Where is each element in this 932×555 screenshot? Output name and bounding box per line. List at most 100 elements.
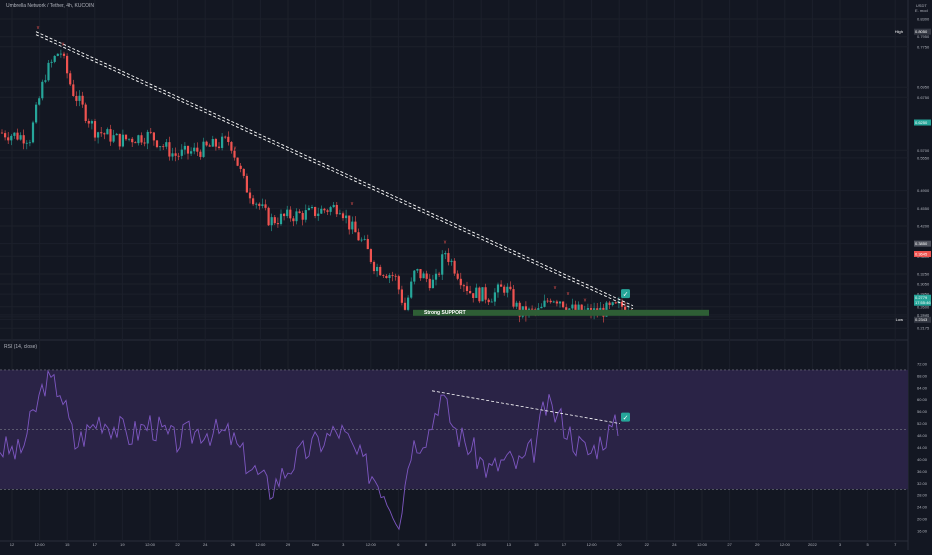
price-tick: 0.3050	[917, 282, 930, 287]
candle-body	[255, 203, 258, 205]
candle-body	[221, 136, 224, 148]
candle-body	[391, 275, 394, 276]
candle-body	[428, 278, 431, 289]
candle-body	[512, 289, 515, 307]
price-tick: 0.8300	[917, 17, 930, 22]
candle-body	[193, 147, 196, 152]
candle-body	[50, 61, 53, 63]
candle-body	[22, 135, 25, 144]
candle-body	[496, 284, 500, 293]
price-tick: 0.5700	[917, 148, 930, 153]
candle-body	[159, 146, 162, 148]
time-tick: 22	[175, 542, 180, 547]
candle-body	[481, 287, 484, 302]
touch-arrow: v	[554, 285, 557, 291]
price-tick: 0.7950	[917, 34, 930, 39]
candle-body	[171, 153, 174, 157]
candle-body	[41, 81, 44, 99]
price-badge-value: 0.2343	[915, 317, 928, 322]
candle-body	[233, 150, 236, 158]
time-tick: 10	[451, 542, 456, 547]
candle-body	[47, 62, 50, 81]
candle-body	[196, 147, 199, 152]
descending-trendline	[35, 31, 634, 307]
candle-body	[456, 273, 459, 279]
time-tick: 17	[562, 542, 567, 547]
candle-body	[183, 145, 186, 150]
candle-body	[97, 132, 100, 138]
candle-body	[242, 168, 245, 176]
rsi-tick: 52.00	[917, 421, 928, 426]
price-badge	[914, 251, 931, 258]
time-tick: 3	[342, 542, 345, 547]
rsi-trendline	[431, 390, 621, 425]
candle-body	[419, 269, 422, 279]
candle-body	[236, 157, 239, 166]
candle-body	[555, 301, 558, 304]
candle-body	[413, 270, 416, 282]
candle-body	[258, 203, 261, 206]
candle-body	[475, 287, 478, 298]
candle-body	[304, 210, 307, 220]
time-tick: 12:00	[587, 542, 598, 547]
candle-body	[422, 273, 425, 279]
candle-body	[112, 135, 115, 142]
candle-body	[53, 55, 56, 62]
candle-body	[199, 151, 202, 157]
candle-body	[128, 138, 131, 140]
candle-body	[118, 133, 121, 147]
candle-body	[35, 104, 38, 123]
candle-body	[214, 139, 217, 147]
touch-arrow: v	[37, 25, 40, 31]
price-badge	[914, 294, 931, 301]
candle-body	[140, 135, 143, 143]
candle-body	[44, 80, 47, 82]
candle-body	[205, 141, 208, 146]
candle-body	[13, 132, 16, 136]
candle-body	[338, 213, 341, 215]
candle-body	[515, 302, 518, 307]
candle-body	[462, 285, 465, 287]
time-tick: 8	[425, 542, 428, 547]
candle-body	[301, 213, 304, 220]
candle-body	[0, 132, 4, 134]
price-badge	[914, 316, 931, 323]
candle-body	[283, 213, 286, 217]
rsi-tick: 40.00	[917, 457, 928, 462]
candle-body	[382, 275, 385, 277]
price-tick: 0.6750	[917, 95, 930, 100]
candle-body	[279, 213, 283, 225]
candle-body	[93, 121, 97, 138]
candle-body	[4, 133, 7, 138]
candle-body	[211, 139, 214, 147]
rsi-tick: 72.00	[917, 361, 928, 366]
rsi-tick: 28.00	[917, 493, 928, 498]
time-tick: 12:00	[35, 542, 46, 547]
candle-body	[317, 213, 320, 216]
price-badge-value: 0.8050	[915, 29, 928, 34]
price-tick: 0.2850	[917, 292, 930, 297]
candle-body	[75, 95, 78, 101]
candle-body	[431, 279, 434, 289]
candle-body	[376, 266, 379, 272]
touch-arrow: v	[351, 201, 354, 207]
candle-body	[465, 286, 469, 292]
candle-body	[87, 120, 90, 124]
candle-body	[397, 276, 400, 290]
time-tick: 29	[755, 542, 760, 547]
candle-body	[360, 239, 363, 241]
price-tick: 0.4550	[917, 206, 930, 211]
candle-body	[62, 53, 66, 56]
candle-body	[543, 300, 546, 307]
candle-body	[217, 146, 221, 148]
candle-body	[351, 221, 354, 230]
candle-body	[7, 137, 10, 141]
candle-body	[552, 301, 555, 303]
candle-body	[372, 261, 376, 272]
time-tick: 22	[645, 542, 650, 547]
candle-body	[341, 213, 345, 219]
candle-body	[407, 297, 410, 310]
rsi-tick: 36.00	[917, 469, 928, 474]
